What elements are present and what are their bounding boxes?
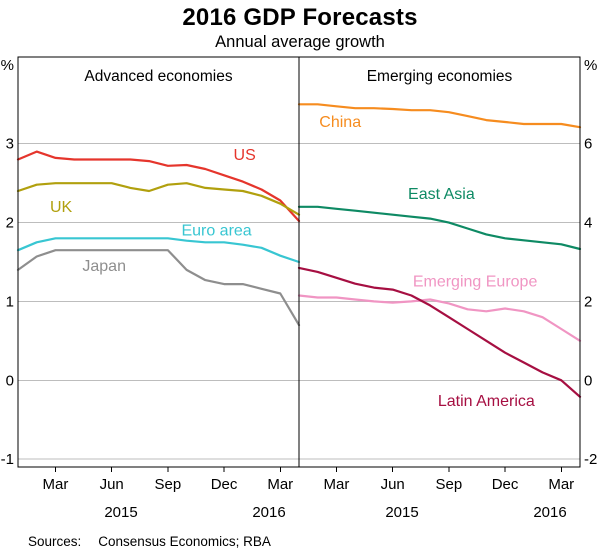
series-line-japan <box>16 249 301 327</box>
y-tick-label: 0 <box>584 372 592 389</box>
y-tick-label: 6 <box>584 136 592 153</box>
series-label-emerging-europe: Emerging Europe <box>413 274 538 291</box>
x-tick-label: Mar <box>267 476 293 493</box>
y-axis-unit: % <box>584 57 597 74</box>
x-tick-label: Sep <box>155 476 182 493</box>
sources-label: Sources: <box>28 534 82 549</box>
y-tick-label: 2 <box>584 293 592 310</box>
sources-text: Consensus Economics; RBA <box>98 534 271 549</box>
series-label-us: US <box>234 147 256 164</box>
series-line-latin-america <box>297 266 582 398</box>
x-tick-label: Dec <box>492 476 519 493</box>
chart-subtitle: Annual average growth <box>215 33 385 51</box>
sources-note: Sources: Consensus Economics; RBA <box>28 534 271 549</box>
series-label-east-asia: East Asia <box>408 186 475 203</box>
series-label-japan: Japan <box>82 258 126 275</box>
year-label: 2015 <box>104 504 137 521</box>
series-line-euro-area <box>16 237 301 264</box>
y-axis-unit: % <box>1 57 14 74</box>
panel-title-advanced: Advanced economies <box>84 68 232 85</box>
y-tick-label: 0 <box>6 372 14 389</box>
series-line-uk <box>16 182 301 216</box>
series-label-uk: UK <box>50 199 73 216</box>
chart-title: 2016 GDP Forecasts <box>182 4 418 31</box>
series-label-latin-america: Latin America <box>438 393 535 410</box>
y-tick-label: 4 <box>584 215 592 232</box>
series-line-emerging-europe <box>297 294 582 342</box>
y-tick-label: -2 <box>584 451 597 468</box>
year-label: 2016 <box>533 504 566 521</box>
y-tick-label: -1 <box>1 451 14 468</box>
year-label: 2015 <box>385 504 418 521</box>
x-tick-label: Mar <box>43 476 69 493</box>
x-tick-label: Jun <box>100 476 124 493</box>
year-label: 2016 <box>252 504 285 521</box>
y-tick-label: 1 <box>6 293 14 310</box>
panel-title-emerging: Emerging economies <box>367 68 513 85</box>
y-tick-label: 3 <box>6 136 14 153</box>
series-label-china: China <box>319 114 361 131</box>
x-tick-label: Mar <box>548 476 574 493</box>
series-line-east-asia <box>297 205 582 251</box>
series-line-china <box>297 103 582 129</box>
x-tick-label: Mar <box>324 476 350 493</box>
x-tick-label: Dec <box>211 476 238 493</box>
x-tick-label: Jun <box>381 476 405 493</box>
x-tick-label: Sep <box>436 476 463 493</box>
series-line-us <box>16 150 301 223</box>
y-tick-label: 2 <box>6 215 14 232</box>
series-label-euro-area: Euro area <box>181 222 251 239</box>
